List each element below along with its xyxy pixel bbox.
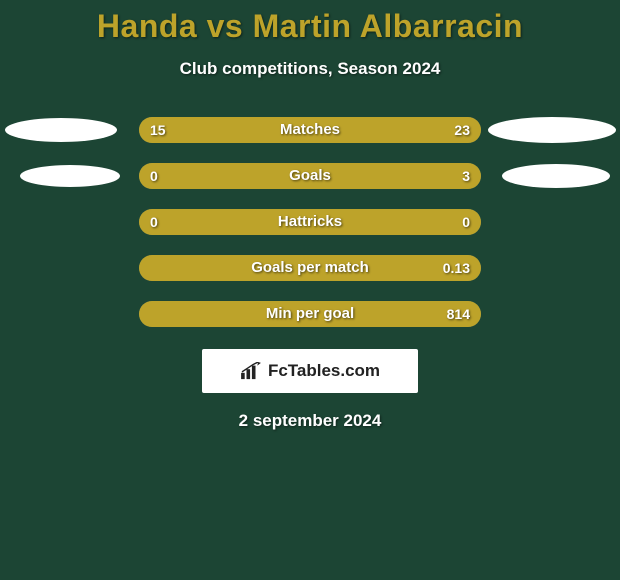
stat-row: Goals per match0.13 — [0, 255, 620, 281]
page-subtitle: Club competitions, Season 2024 — [0, 59, 620, 79]
stat-value-right: 0 — [462, 209, 470, 235]
left-ellipse — [5, 118, 117, 142]
stat-row: Min per goal814 — [0, 301, 620, 327]
branding-badge: FcTables.com — [202, 349, 418, 393]
bar-left-fill — [139, 301, 430, 327]
right-ellipse — [488, 117, 616, 143]
bar-right-fill — [310, 209, 481, 235]
bar-track — [139, 163, 481, 189]
stat-value-left: 0 — [150, 209, 158, 235]
bar-track — [139, 255, 481, 281]
stat-value-right: 814 — [447, 301, 470, 327]
stat-value-right: 3 — [462, 163, 470, 189]
left-ellipse — [20, 165, 120, 187]
page-title: Handa vs Martin Albarracin — [0, 0, 620, 45]
stat-row: Hattricks00 — [0, 209, 620, 235]
bar-right-fill — [272, 117, 481, 143]
bar-left-fill — [139, 209, 310, 235]
stat-value-left: 0 — [150, 163, 158, 189]
bar-track — [139, 301, 481, 327]
stat-value-left: 15 — [150, 117, 166, 143]
right-ellipse — [502, 164, 610, 188]
stat-value-right: 0.13 — [443, 255, 470, 281]
branding-text: FcTables.com — [268, 361, 380, 381]
chart-icon — [240, 362, 262, 380]
stats-rows: Matches1523Goals03Hattricks00Goals per m… — [0, 117, 620, 327]
stat-value-right: 23 — [454, 117, 470, 143]
bar-left-fill — [139, 163, 190, 189]
stat-row: Goals03 — [0, 163, 620, 189]
bar-track — [139, 209, 481, 235]
bar-left-fill — [139, 255, 242, 281]
comparison-infographic: Handa vs Martin Albarracin Club competit… — [0, 0, 620, 580]
bar-track — [139, 117, 481, 143]
date-text: 2 september 2024 — [0, 411, 620, 431]
stat-row: Matches1523 — [0, 117, 620, 143]
bar-right-fill — [190, 163, 481, 189]
